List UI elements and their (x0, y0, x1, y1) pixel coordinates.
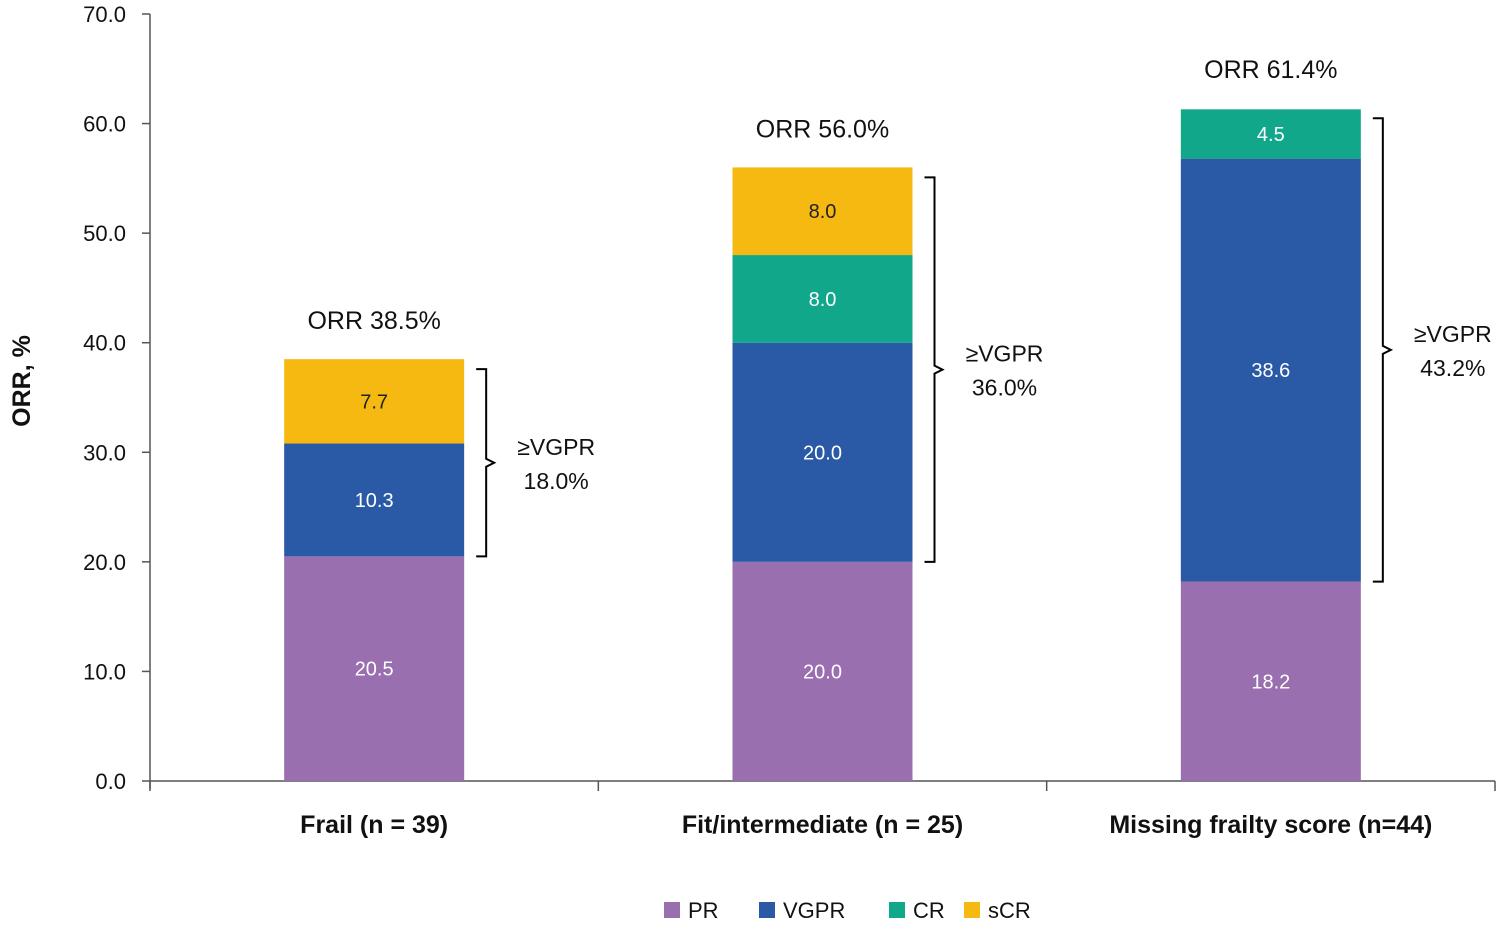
vgpr-label-line2: 36.0% (972, 375, 1037, 401)
bar-stack: 20.5 10.3 7.7 (284, 359, 465, 781)
bar-segment-vgpr (1180, 158, 1361, 582)
bar-segment-label: 4.5 (1257, 124, 1285, 146)
bar-segment-label: 18.2 (1251, 671, 1290, 693)
orr-total-label: ORR 61.4% (1204, 56, 1337, 84)
x-category-label: Missing frailty score (n=44) (1109, 811, 1432, 839)
y-tick-label: 70.0 (83, 2, 126, 27)
axes: 0.0 10.0 20.0 30.0 40.0 50.0 60.0 70.0 Frail (n … (83, 2, 1496, 839)
y-tick-label: 30.0 (83, 440, 126, 465)
y-axis-title-group: ORR, % (8, 335, 36, 427)
y-tick-label: 50.0 (83, 221, 126, 246)
vgpr-bracket (1372, 117, 1394, 583)
legend-item-vgpr: VGPR (759, 898, 845, 923)
legend-item-pr: PR (664, 898, 719, 923)
bar-segment-vgpr (284, 443, 465, 557)
y-tick-label: 10.0 (83, 659, 126, 684)
vgpr-bracket (924, 176, 945, 563)
bar-segment-label: 20.0 (803, 661, 842, 683)
legend-item-cr: CR (889, 898, 945, 923)
bar-segment-pr (732, 561, 913, 781)
legend-label: PR (688, 898, 719, 923)
vgpr-label-line1: ≥VGPR (1414, 321, 1492, 347)
bar-segment-label: 8.0 (809, 289, 837, 311)
y-tick-label: 40.0 (83, 331, 126, 356)
vgpr-bracket (476, 368, 497, 558)
vgpr-label-line2: 18.0% (524, 468, 589, 494)
y-tick-label: 0.0 (95, 769, 126, 794)
bar-segment-label: 38.6 (1251, 360, 1290, 382)
legend-swatch (759, 902, 775, 918)
orr-total-label: ORR 38.5% (307, 307, 440, 335)
bar-segment-label: 20.5 (355, 659, 394, 681)
bar-segment-scr (732, 167, 913, 256)
bar-stack: 20.0 20.0 8.0 8.0 (732, 167, 913, 781)
bar-segment-pr (284, 556, 465, 781)
y-tick-label: 60.0 (83, 112, 126, 137)
bar-segment-cr (732, 255, 913, 343)
bar-segment-label: 10.3 (355, 490, 394, 512)
legend-swatch (964, 902, 980, 918)
legend: PR VGPR CR sCR (664, 898, 1031, 923)
legend-label: sCR (988, 898, 1031, 923)
bar-segment-cr (1180, 109, 1361, 159)
bar-segment-scr (284, 359, 465, 444)
bars: 20.5 10.3 7.7 20.0 20.0 8.0 8.0 18.2 38.6 4.5 (284, 109, 1361, 781)
bar-segment-label: 7.7 (360, 391, 388, 413)
vgpr-label-line1: ≥VGPR (966, 341, 1044, 367)
legend-label: CR (913, 898, 945, 923)
legend-swatch (664, 902, 680, 918)
legend-label: VGPR (783, 898, 845, 923)
y-tick-label: 20.0 (83, 550, 126, 575)
legend-item-scr: sCR (964, 898, 1031, 923)
y-axis-title: ORR, % (8, 335, 36, 427)
bar-segment-vgpr (732, 342, 913, 562)
bar-stack: 18.2 38.6 4.5 (1180, 109, 1361, 781)
bar-segment-pr (1180, 581, 1361, 781)
bar-segment-label: 8.0 (809, 201, 837, 223)
legend-swatch (889, 902, 905, 918)
x-category-label: Fit/intermediate (n = 25) (682, 811, 963, 839)
vgpr-label-line2: 43.2% (1420, 355, 1485, 381)
annotations: ORR 38.5% ≥VGPR 18.0% ORR 56.0% ≥VGPR 36.0% OR… (307, 56, 1492, 583)
vgpr-label-line1: ≥VGPR (517, 434, 595, 460)
orr-total-label: ORR 56.0% (756, 115, 889, 143)
x-category-label: Frail (n = 39) (300, 811, 448, 839)
bar-segment-label: 20.0 (803, 442, 842, 464)
